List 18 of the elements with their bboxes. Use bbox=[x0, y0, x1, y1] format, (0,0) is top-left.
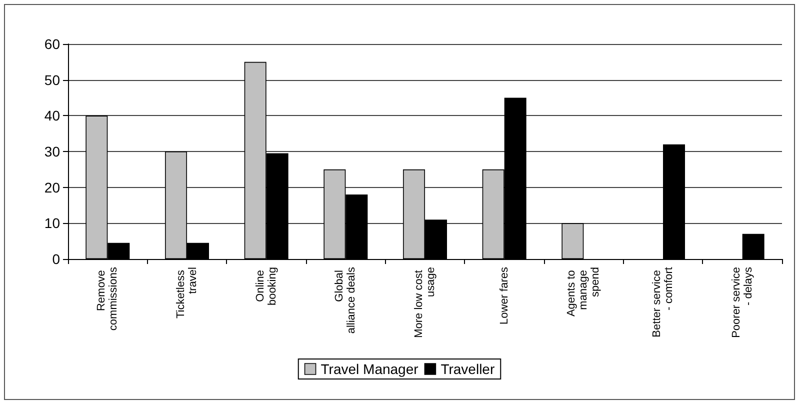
y-tick-label: 30 bbox=[44, 144, 60, 160]
x-tick-label: Ticketless travel bbox=[175, 267, 199, 319]
x-tick-label: Agents to manage spend bbox=[566, 267, 602, 317]
x-tick-label: Remove commissions bbox=[96, 266, 120, 331]
y-tick-label: 50 bbox=[44, 72, 60, 88]
y-tick-label: 40 bbox=[44, 108, 60, 124]
legend-label: Traveller bbox=[440, 361, 495, 377]
y-tick-label: 60 bbox=[44, 36, 60, 52]
x-tick-label: Global alliance deals bbox=[334, 266, 358, 334]
y-tick-label: 20 bbox=[44, 179, 60, 196]
legend-label: Travel Manager bbox=[320, 361, 419, 377]
x-tick-label: Poorer service - delays bbox=[730, 266, 754, 338]
y-tick-label: 10 bbox=[44, 215, 60, 232]
x-tick-label: Better service - comfort bbox=[651, 267, 675, 338]
y-tick-label: 0 bbox=[52, 251, 60, 267]
x-tick-label: More low cost usage bbox=[413, 267, 437, 338]
x-tick-label: Online booking bbox=[254, 267, 278, 306]
x-tick-label: Lower fares bbox=[498, 266, 510, 324]
